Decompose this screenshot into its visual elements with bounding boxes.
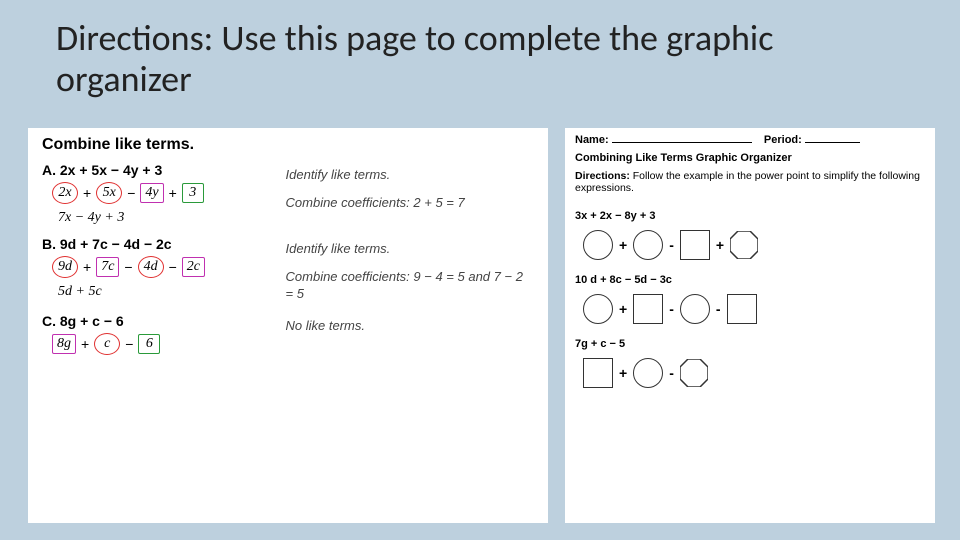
highlighted-term: 2c: [182, 257, 205, 277]
highlighted-term: 7c: [96, 257, 119, 277]
problem-label: B. 9d + 7c − 4d − 2c: [42, 236, 286, 252]
operator: +: [168, 185, 178, 201]
highlighted-term: 9d: [52, 256, 78, 278]
operator: +: [82, 259, 92, 275]
answer-shapes-row: + - +: [583, 230, 925, 260]
operator: +: [716, 237, 724, 253]
term-line: 2x+5x−4y+3: [52, 182, 286, 204]
result-line: 7x − 4y + 3: [58, 210, 286, 226]
problem-label: A. 2x + 5x − 4y + 3: [42, 162, 286, 178]
blank-circle-icon[interactable]: [583, 294, 613, 324]
operator: −: [124, 336, 134, 352]
worksheet-title: Combining Like Terms Graphic Organizer: [575, 152, 925, 164]
operator: -: [669, 301, 674, 317]
blank-circle-icon[interactable]: [633, 358, 663, 388]
blank-circle-icon[interactable]: [583, 230, 613, 260]
operator: +: [80, 336, 90, 352]
answer-shapes-row: +-: [583, 358, 925, 388]
blank-square-icon[interactable]: [680, 230, 710, 260]
page-title: Directions: Use this page to complete th…: [56, 18, 916, 101]
example-problem: A. 2x + 5x − 4y + 32x+5x−4y+37x − 4y + 3…: [42, 162, 534, 236]
blank-circle-icon[interactable]: [633, 230, 663, 260]
term-line: 8g+c−6: [52, 333, 286, 355]
name-label: Name:: [575, 134, 609, 146]
operator: +: [82, 185, 92, 201]
blank-octa-icon[interactable]: [680, 359, 708, 387]
term-line: 9d+7c−4d−2c: [52, 256, 286, 278]
blank-square-icon[interactable]: [583, 358, 613, 388]
operator: +: [619, 365, 627, 381]
highlighted-term: 8g: [52, 334, 76, 354]
blank-octa-icon[interactable]: [730, 231, 758, 259]
operator: -: [716, 301, 721, 317]
blank-square-icon[interactable]: [727, 294, 757, 324]
name-blank[interactable]: [612, 142, 752, 143]
worksheet-expression: 10 d + 8c − 5d − 3c: [575, 274, 925, 286]
blank-square-icon[interactable]: [633, 294, 663, 324]
highlighted-term: 3: [182, 183, 204, 203]
worksheet-header: Name: Period:: [575, 134, 925, 146]
result-line: 5d + 5c: [58, 284, 286, 300]
highlighted-term: 6: [138, 334, 160, 354]
operator: −: [126, 185, 136, 201]
worked-examples-panel: Combine like terms. A. 2x + 5x − 4y + 3 2…: [28, 128, 548, 523]
highlighted-term: c: [94, 333, 120, 355]
period-label: Period:: [764, 134, 802, 146]
left-heading: Combine like terms.: [42, 136, 534, 154]
highlighted-term: 4d: [138, 256, 164, 278]
blank-circle-icon[interactable]: [680, 294, 710, 324]
operator: +: [619, 237, 627, 253]
problem-label: C. 8g + c − 6: [42, 313, 286, 329]
highlighted-term: 5x: [96, 182, 122, 204]
worksheet-expression: 3x + 2x − 8y + 3: [575, 210, 925, 222]
operator: +: [619, 301, 627, 317]
problem-notes: Identify like terms.Combine coefficients…: [286, 236, 534, 313]
example-problem: C. 8g + c − 68g+c−6No like terms.: [42, 313, 534, 359]
worksheet-directions: Directions: Follow the example in the po…: [575, 170, 925, 194]
highlighted-term: 4y: [140, 183, 163, 203]
operator: -: [669, 365, 674, 381]
worksheet-expression: 7g + c − 5: [575, 338, 925, 350]
example-problem: B. 9d + 7c − 4d − 2c9d+7c−4d−2c5d + 5cId…: [42, 236, 534, 313]
problem-notes: No like terms.: [286, 313, 534, 345]
operator: −: [168, 259, 178, 275]
answer-shapes-row: + - -: [583, 294, 925, 324]
highlighted-term: 2x: [52, 182, 78, 204]
operator: -: [669, 237, 674, 253]
worksheet-panel: Name: Period: Combining Like Terms Graph…: [565, 128, 935, 523]
period-blank[interactable]: [805, 142, 860, 143]
problem-notes: Identify like terms.Combine coefficients…: [286, 162, 534, 221]
operator: −: [123, 259, 133, 275]
